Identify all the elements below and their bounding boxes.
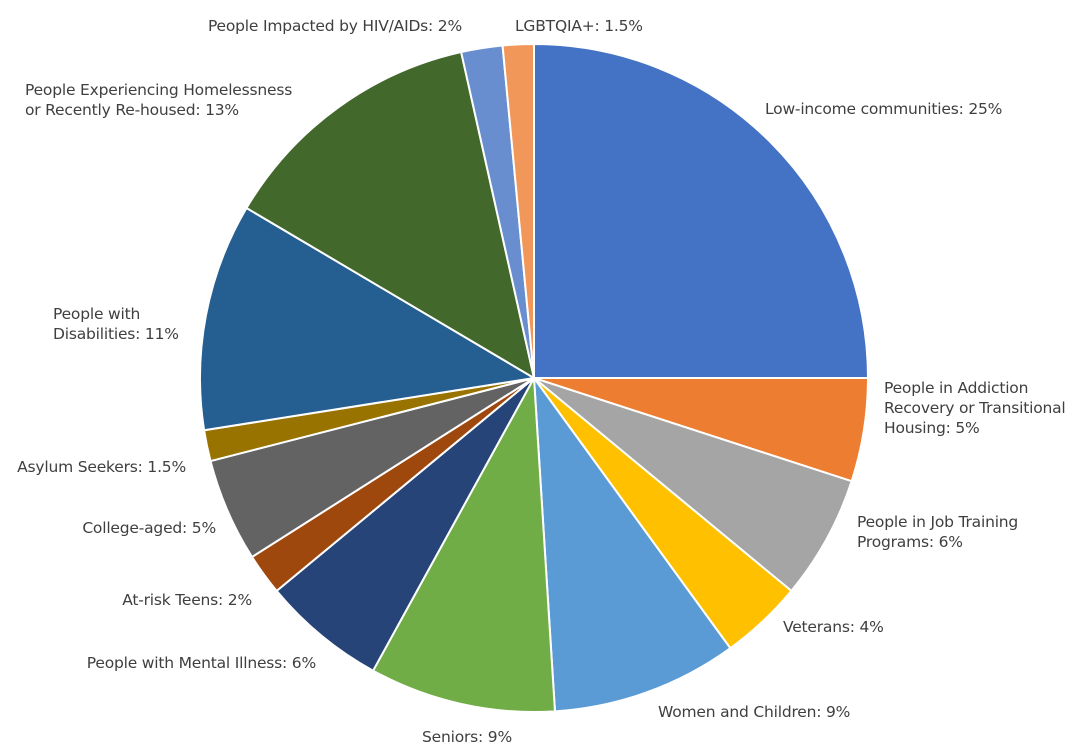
slice-label: Women and Children: 9%: [658, 703, 850, 721]
slice-label: Seniors: 9%: [422, 728, 512, 746]
pie-slice: [371, 374, 557, 713]
slice-label: Asylum Seekers: 1.5%: [17, 458, 186, 476]
slice-label: Veterans: 4%: [783, 618, 884, 636]
pie-slice: [532, 374, 732, 713]
pie-slice: [533, 377, 853, 593]
pie-slice: [275, 377, 535, 673]
slice-label: People with Mental Illness: 6%: [87, 654, 316, 672]
slice-label: At-risk Teens: 2%: [122, 591, 252, 609]
slice-label: People in Job Training Programs: 6%: [857, 513, 1018, 551]
pie-labels: Low-income communities: 25% People in Add…: [17, 17, 1066, 746]
pie-slice: [199, 206, 537, 432]
slice-label: College-aged: 5%: [82, 519, 216, 537]
pie-slice: [245, 50, 536, 381]
slice-label: People in Addiction Recovery or Transitio…: [884, 379, 1066, 437]
slice-label: LGBTQIA+: 1.5%: [515, 17, 643, 35]
slice-label: People Impacted by HIV/AIDs: 2%: [208, 17, 462, 35]
slice-label: Low-income communities: 25%: [765, 100, 1002, 118]
slice-label: People with Disabilities: 11%: [53, 305, 179, 343]
pie-slice: [501, 42, 535, 379]
slice-label: People Experiencing Homelessness or Recen…: [25, 81, 292, 119]
pie-slices: [199, 42, 870, 713]
pie-slice: [533, 42, 870, 379]
